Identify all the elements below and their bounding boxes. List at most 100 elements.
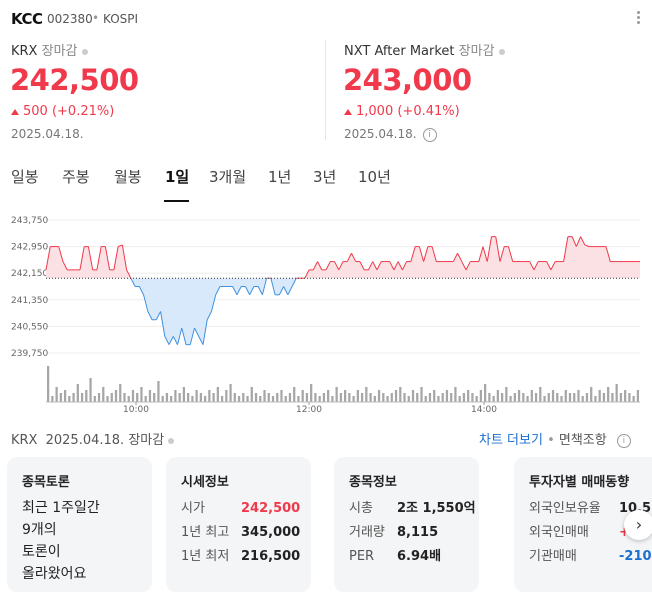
volume-bar [178,393,181,402]
row-key: 거래량 [349,525,385,540]
more-options-icon[interactable] [633,9,643,27]
volume-bar [394,390,398,402]
footer-status: 장마감 [128,433,165,448]
y-tick-label: 240,550 [11,322,48,332]
card-title: 시세정보 [181,475,229,490]
discussion-line: 최근 1주일간 [22,500,100,516]
volume-bar [462,393,466,402]
tab-daily[interactable]: 일봉 [11,168,39,186]
price-line-segment [507,246,514,262]
tab-3months[interactable]: 3개월 [209,168,247,186]
row-value: 6.94배 [397,549,442,564]
volume-bar [195,390,198,402]
tab-1year[interactable]: 1년 [268,168,292,186]
price-line-segment [130,277,136,287]
card-discussion[interactable]: 종목토론 최근 1주일간 9개의 토론이 올라왔어요 [7,457,152,592]
price-line-segment [160,311,166,337]
chart-more-link[interactable]: 차트 더보기 [479,433,543,448]
price-line-segment [232,286,238,296]
status-dot-icon [498,48,505,55]
volume-bar [377,390,381,402]
tab-1day[interactable]: 1일 [165,168,190,186]
price-line-segment [206,311,212,320]
price-line-segment [215,286,221,296]
card-stock-info[interactable]: 종목정보 시총 2조 1,550억 거래량 8,115 PER 6.94배 [334,457,479,592]
discussion-line: 9개의 [22,522,57,538]
volume-bar [344,390,347,402]
price-line-segment [121,244,128,270]
volume-bar [484,384,487,402]
intraday-chart[interactable]: 243,750 242,950 242,150 241,350 240,550 239,7… [0,208,652,423]
volume-bar [80,393,84,402]
volume-bar [157,381,160,402]
volume-bar [72,393,75,402]
volume-bar [276,393,279,402]
volume-bar [467,390,470,402]
price-line-segment [143,294,149,312]
volume-bar [123,393,126,402]
volume-bar [144,396,147,402]
volume-bar [267,393,270,402]
krx-status: 장마감 [41,44,78,59]
row-key: 시가 [181,501,205,516]
price-line-segment [334,261,340,271]
chart-footer-info: KRX 2025.04.18. 장마감 [11,429,175,448]
nxt-date-row: 2025.04.18. i [344,127,437,142]
y-tick-label: 242,950 [11,243,48,253]
status-dot-icon [168,437,175,444]
volume-bar [250,387,253,402]
volume-bar [263,390,266,402]
volume-bar [47,366,50,402]
volume-bar [513,393,516,402]
volume-bar [63,390,67,402]
price-line-segment [499,246,505,262]
y-tick-label: 243,750 [11,216,48,226]
disclaimer-link[interactable]: 면책조항 [558,433,607,448]
volume-bar [471,393,474,402]
price-line-segment [410,246,416,262]
tab-monthly[interactable]: 월봉 [114,168,142,186]
volume-bar [530,390,533,402]
volume-bar [331,396,334,402]
volume-bar [594,396,597,402]
price-line-segment [62,261,68,271]
price-line-segment [533,261,539,271]
tab-10years[interactable]: 10년 [358,168,391,186]
card-quote[interactable]: 시세정보 시가 242,500 1년 최고 345,000 1년 최저 216,500 [166,457,311,592]
volume-bar [136,393,139,402]
volume-bar [636,390,639,402]
price-line-segment [393,261,399,271]
price-line-segment [104,246,111,270]
volume-bar [314,393,317,402]
volume-bar [573,393,576,402]
tab-3years[interactable]: 3년 [313,168,337,186]
volume-bar [560,396,563,402]
info-icon[interactable]: i [616,433,631,448]
info-icon[interactable]: i [422,127,437,142]
next-arrow-icon[interactable]: › [624,510,652,540]
price-line-segment [389,261,395,271]
volume-bar [505,387,508,402]
volume-bar [174,390,177,402]
row-key: 1년 최저 [181,549,230,564]
volume-bar [182,387,186,402]
volume-bar [577,390,580,402]
tab-weekly[interactable]: 주봉 [62,168,90,186]
price-line-segment [376,261,382,271]
price-line-segment [304,269,310,279]
price-line-segment [325,261,331,271]
price-line-segment [563,236,569,262]
volume-bar [598,390,601,402]
active-tab-indicator [164,200,189,202]
volume-bar [284,396,287,402]
price-line-segment [87,246,94,270]
market-name: KOSPI [103,12,139,26]
divider [325,40,326,140]
volume-bar [526,396,529,402]
row-key: 기관매매 [529,549,577,564]
volume-bar [97,393,101,402]
volume-bar [420,387,423,402]
y-tick-label: 239,750 [11,349,48,359]
volume-bar [437,396,440,402]
volume-bar [212,393,215,402]
